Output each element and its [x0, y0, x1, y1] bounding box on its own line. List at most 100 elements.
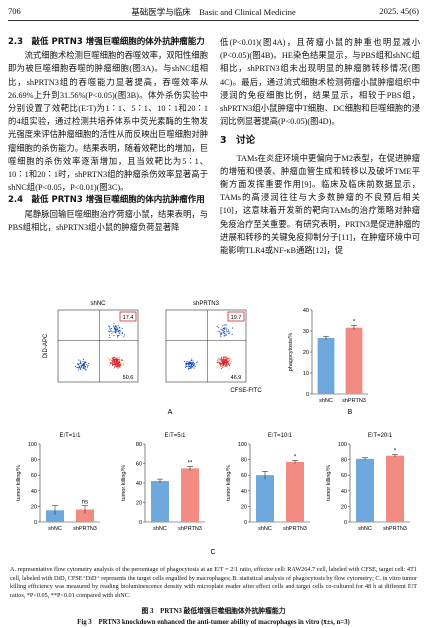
flow-dot [111, 327, 113, 329]
flow-dot [222, 363, 224, 365]
flow-dot [79, 363, 81, 365]
flow-dot [78, 364, 80, 366]
y-tick-label: 80 [136, 442, 142, 448]
section-heading: 3 讨论 [220, 135, 256, 147]
x-tick-label: shPRTN3 [283, 526, 307, 532]
flow-dot [230, 362, 232, 364]
flow-dot [115, 332, 117, 334]
flow-dot [231, 333, 233, 335]
flow-dot [226, 365, 228, 367]
flow-dot [227, 329, 229, 331]
flow-dot [79, 360, 81, 362]
flow-dot [226, 360, 228, 362]
flow-dot [123, 363, 125, 365]
flow-frame [165, 309, 247, 383]
flow-dot [188, 362, 190, 364]
flow-dot [108, 365, 110, 367]
flow-dot [220, 365, 222, 367]
flow-dot [86, 366, 88, 368]
flow-dot [120, 364, 122, 366]
bar [181, 468, 199, 522]
flow-dot [216, 325, 218, 327]
flow-dot [223, 332, 225, 334]
flow-dot [220, 360, 222, 362]
flow-dot [221, 358, 223, 360]
flow-dot [221, 363, 223, 365]
flow-dot [229, 358, 231, 360]
flow-dot [225, 329, 227, 331]
flow-dot [188, 364, 190, 366]
flow-dot [192, 363, 194, 365]
flow-title: shNC [90, 301, 106, 307]
flow-dot [185, 362, 187, 364]
flow-dot [80, 362, 82, 364]
flow-dot [119, 360, 121, 362]
y-tick-label: 40 [303, 308, 309, 314]
flow-dot [115, 325, 117, 327]
flow-dot [222, 332, 224, 334]
flow-dot [117, 335, 119, 337]
flow-dot [187, 368, 189, 370]
x-tick-label: shPRTN3 [73, 526, 97, 532]
flow-dot [189, 367, 191, 369]
flow-dot [189, 362, 191, 364]
flow-dot [217, 359, 219, 361]
flow-dot [121, 327, 123, 329]
flow-dot [116, 357, 118, 359]
bar [76, 509, 94, 522]
flow-dot [122, 363, 124, 365]
flow-dot [221, 330, 223, 332]
bar [151, 481, 169, 522]
flow-dot [110, 329, 112, 331]
flow-dot [108, 325, 110, 327]
flow-dot [219, 362, 221, 364]
flow-dot [115, 361, 117, 363]
flow-dot [221, 362, 223, 364]
flow-dot [221, 357, 223, 359]
flow-dot [230, 359, 232, 361]
flow-dot [116, 359, 118, 361]
flow-dot [188, 363, 190, 365]
flow-dot [220, 364, 222, 366]
flow-dot [121, 359, 123, 361]
flow-dot [113, 328, 115, 330]
flow-dot [123, 334, 125, 336]
flow-dot [112, 364, 114, 366]
flow-dot [188, 363, 190, 365]
flow-dot [117, 327, 119, 329]
flow-dot [108, 358, 110, 360]
y-tick-label: 0 [34, 520, 37, 526]
flow-dot [231, 361, 233, 363]
flow-dot [218, 358, 220, 360]
figure-title-en: Fig 3 PRTN3 knockdown enhanced the anti-… [77, 619, 350, 626]
flow-dot [114, 331, 116, 333]
flow-dot [122, 332, 124, 334]
flow-dot [222, 357, 224, 359]
flow-dot [112, 359, 114, 361]
flow-dot [219, 363, 221, 365]
flow-dot [109, 327, 111, 329]
flow-dot [223, 360, 225, 362]
flow-dot [228, 333, 230, 335]
flow-dot [185, 362, 187, 364]
flow-dot [116, 366, 118, 368]
flow-dot [189, 365, 191, 367]
flow-dot [224, 324, 226, 326]
y-tick-label: 20 [341, 504, 347, 510]
flow-dot [114, 366, 116, 368]
flow-dot [117, 366, 119, 368]
flow-dot [225, 357, 227, 359]
flow-dot [221, 328, 223, 330]
flow-dot [226, 324, 228, 326]
panel-label: A [168, 409, 173, 416]
flow-dot [224, 360, 226, 362]
quadrant-value: 19.7 [231, 315, 242, 321]
y-tick-label: 60 [241, 473, 247, 479]
highlight-box [227, 311, 245, 322]
flow-dot [223, 361, 225, 363]
flow-dot [114, 360, 116, 362]
flow-dot [116, 364, 118, 366]
flow-dot [196, 361, 198, 363]
flow-dot [83, 368, 85, 370]
flow-dot [115, 327, 117, 329]
